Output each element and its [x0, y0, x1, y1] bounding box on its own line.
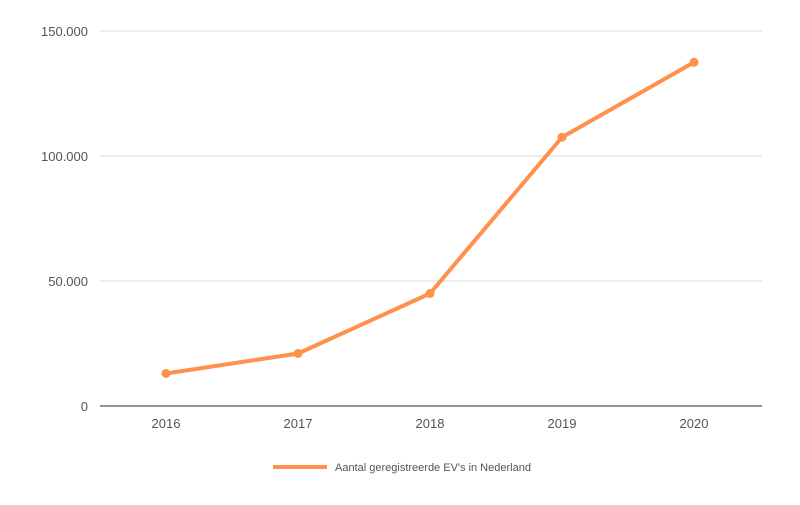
x-tick-label: 2016: [152, 416, 181, 431]
data-point: [293, 349, 303, 358]
x-tick-label: 2017: [284, 416, 313, 431]
y-tick-label: 50.000: [48, 274, 88, 289]
legend: Aantal geregistreerde EV's in Nederland: [273, 462, 531, 474]
data-point: [689, 57, 699, 67]
data-point: [557, 132, 567, 142]
gridlines: [100, 30, 762, 407]
y-axis: 0 50.000 100.000 150.000: [41, 24, 88, 414]
x-tick-label: 2020: [680, 416, 709, 431]
series-line: [164, 60, 696, 376]
data-point: [161, 369, 171, 378]
series-layer: [161, 57, 699, 378]
y-tick-label: 0: [81, 399, 88, 414]
y-tick-label: 150.000: [41, 24, 88, 39]
legend-label: Aantal geregistreerde EV's in Nederland: [335, 462, 531, 474]
x-axis: 2016 2017 2018 2019 2020: [152, 416, 709, 431]
y-tick-label: 100.000: [41, 149, 88, 164]
x-tick-label: 2019: [548, 416, 577, 431]
data-point: [425, 289, 435, 298]
x-tick-label: 2018: [416, 416, 445, 431]
